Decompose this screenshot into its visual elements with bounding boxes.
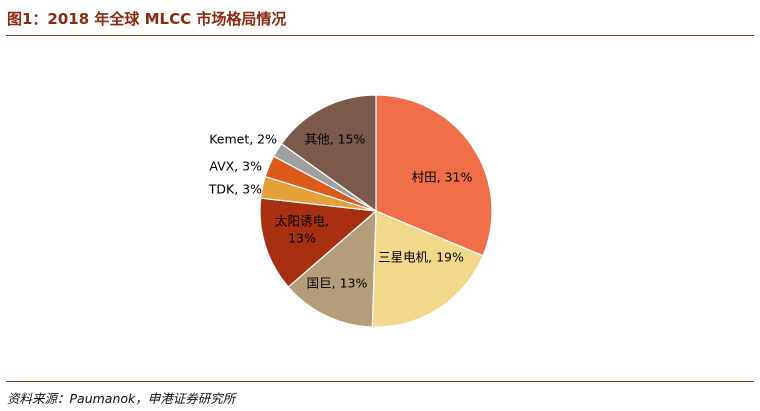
pie-slices [259,94,493,328]
slice-label: Kemet, 2% [209,132,277,147]
pie-slice [259,197,378,288]
pie-labels: 村田, 31% 三星电机, 19% 国巨, 13% 太阳诱电, 13% TDK, 3% AV… [208,132,473,291]
pie-slice [371,210,484,328]
pie-slice [280,94,377,213]
title-divider [6,35,754,36]
slice-label: TDK, 3% [208,182,262,197]
slice-label: 国巨, 13% [307,276,368,291]
source-note: 资料来源：Paumanok，申港证券研究所 [7,391,236,406]
pie-slice [287,209,377,328]
slice-label-line2: 13% [288,231,316,246]
slice-label: 太阳诱电, [275,214,329,229]
pie-slice [375,94,493,257]
footer-divider [6,381,754,382]
slice-label: AVX, 3% [209,159,262,174]
slice-label: 村田, 31% [412,170,473,185]
chart-title: 图1：2018 年全球 MLCC 市场格局情况 [7,10,287,28]
slice-label: 其他, 15% [305,132,366,147]
slice-label: 三星电机, 19% [378,250,464,265]
